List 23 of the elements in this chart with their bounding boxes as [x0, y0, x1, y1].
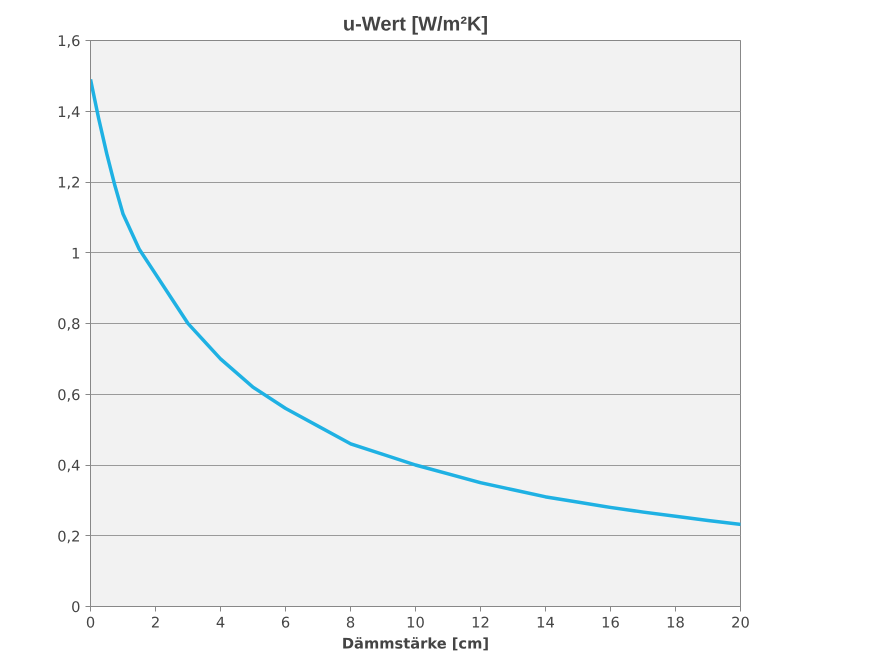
x-tick-label: 4 — [216, 614, 226, 632]
x-tick-label: 18 — [666, 614, 685, 632]
y-tick-label: 1,4 — [57, 104, 81, 121]
y-tick-label: 0 — [71, 599, 81, 616]
x-tick-label: 2 — [150, 614, 160, 632]
y-tick-label: 1,6 — [57, 33, 81, 50]
x-tick-label: 0 — [86, 614, 96, 632]
chart-title: u-Wert [W/m²K] — [342, 14, 488, 36]
y-tick-label: 0,4 — [57, 458, 81, 474]
x-tick-label: 20 — [731, 614, 750, 632]
x-tick-label: 8 — [346, 614, 356, 632]
y-tick-label: 0,2 — [57, 528, 81, 546]
x-tick-label: 16 — [601, 614, 620, 632]
line-series — [90, 78, 740, 526]
x-tick-label: 6 — [280, 614, 290, 632]
y-tick-label: 1 — [71, 245, 81, 262]
x-tick-label: 14 — [536, 614, 555, 632]
y-tick-label: 0,6 — [57, 386, 81, 404]
y-tick-label: 0,8 — [57, 316, 81, 333]
x-tick-label: 10 — [406, 614, 425, 632]
x-axis-title: Dämmstärke [cm] — [342, 636, 490, 652]
x-tick-label: 12 — [471, 614, 490, 632]
y-tick-label: 1,2 — [57, 174, 81, 192]
